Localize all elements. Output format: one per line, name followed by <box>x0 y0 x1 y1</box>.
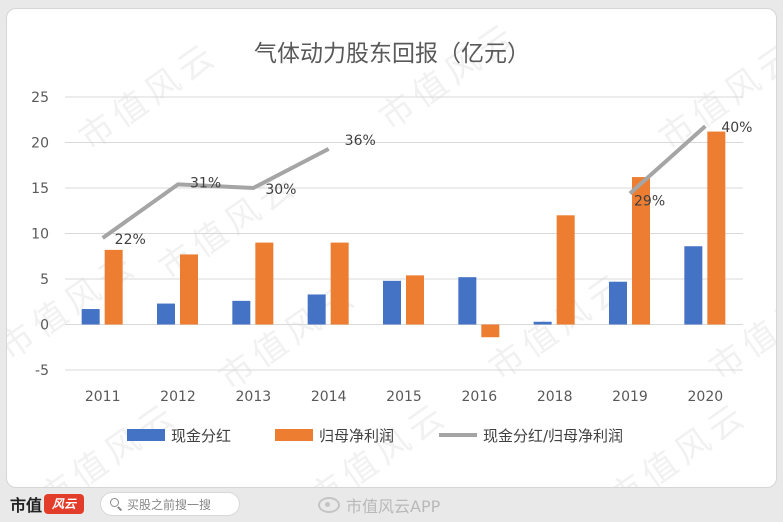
ratio-data-label: 29% <box>634 193 665 209</box>
bar-profit <box>632 177 650 325</box>
footer-bar: 市值 风云 买股之前搜一搜 市值风云APP <box>0 488 783 522</box>
bar-profit <box>180 254 198 325</box>
y-tick-label: -5 <box>35 363 49 379</box>
bar-dividend <box>157 303 175 325</box>
legend-swatch <box>127 429 165 441</box>
legend-label: 现金分红 <box>171 427 231 445</box>
bar-dividend <box>458 277 477 325</box>
bar-dividend <box>307 294 326 325</box>
brand-logo-icon: 风云 <box>44 494 85 514</box>
legend-label: 归母净利润 <box>319 427 394 445</box>
brand-text: 市值 <box>10 496 43 515</box>
x-tick-label: 2015 <box>386 389 422 405</box>
bar-dividend <box>684 246 703 325</box>
x-axis-ticks: 2011 2012 2013 2014 2015 2016 2018 2019 2020 <box>85 389 723 405</box>
legend-swatch <box>275 429 313 441</box>
chart-svg: 气体动力股东回报（亿元） -5 0 5 10 15 20 25 22% 31% 30% 36% 29… <box>31 41 752 445</box>
ratio-data-label: 31% <box>190 175 221 191</box>
bar-dividend <box>609 281 627 325</box>
y-axis-ticks: -5 0 5 10 15 20 25 <box>31 90 49 379</box>
bar-profit <box>330 242 349 325</box>
bar-dividend <box>81 309 100 325</box>
search-placeholder: 买股之前搜一搜 <box>127 497 212 512</box>
y-tick-label: 10 <box>31 227 49 243</box>
ratio-line: 22% 31% 30% 36% 29% 40% <box>101 120 752 248</box>
legend-label: 现金分红/归母净利润 <box>483 427 623 445</box>
x-tick-label: 2020 <box>688 389 724 405</box>
bar-profit <box>707 131 726 325</box>
bar-profit <box>556 215 575 325</box>
search-box[interactable]: 买股之前搜一搜 <box>100 492 240 516</box>
ratio-data-label: 22% <box>115 232 146 248</box>
y-tick-label: 0 <box>40 318 49 334</box>
y-tick-label: 5 <box>40 272 49 288</box>
chart-card: 市值风云 市值风云 市值风云 市值风云 市值风云 市值风云 市值风云 市值风云 … <box>6 8 777 488</box>
bar-profit <box>255 242 274 325</box>
grid-lines <box>65 96 743 371</box>
y-tick-label: 15 <box>31 181 49 197</box>
bar-profit <box>104 249 123 325</box>
bar-profit <box>406 275 424 325</box>
weibo-icon <box>318 497 340 513</box>
bar-dividend <box>232 300 251 325</box>
ratio-line-segment <box>101 147 330 240</box>
bar-profit <box>481 324 500 338</box>
weibo-text: 市值风云APP <box>346 497 441 516</box>
x-tick-label: 2013 <box>236 389 272 405</box>
bar-dividend <box>383 280 401 325</box>
x-tick-label: 2014 <box>311 389 347 405</box>
ratio-line-segment <box>628 124 707 195</box>
x-tick-label: 2016 <box>462 389 498 405</box>
legend: 现金分红 归母净利润 现金分红/归母净利润 <box>127 427 623 445</box>
y-tick-label: 25 <box>31 90 49 106</box>
ratio-data-label: 40% <box>721 120 752 136</box>
x-tick-label: 2018 <box>537 389 573 405</box>
x-tick-label: 2011 <box>85 389 121 405</box>
bars <box>81 131 726 338</box>
x-tick-label: 2012 <box>160 389 196 405</box>
y-tick-label: 20 <box>31 136 49 152</box>
x-tick-label: 2019 <box>612 389 648 405</box>
ratio-data-label: 30% <box>265 182 296 198</box>
ratio-data-label: 36% <box>345 133 376 149</box>
chart-title: 气体动力股东回报（亿元） <box>254 41 530 67</box>
search-icon <box>110 498 122 510</box>
weibo-handle[interactable]: 市值风云APP <box>318 493 440 517</box>
brand: 市值 风云 <box>10 491 85 517</box>
bar-dividend <box>533 321 552 325</box>
